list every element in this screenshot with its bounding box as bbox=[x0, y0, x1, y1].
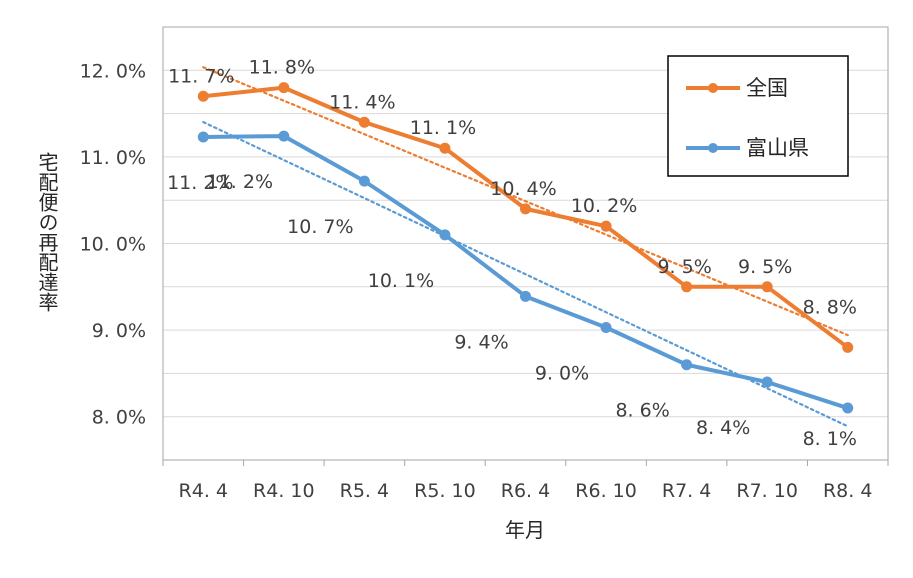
legend-label: 富山県 bbox=[746, 136, 809, 160]
x-tick-label: R8. 4 bbox=[823, 480, 872, 502]
series-lines bbox=[197, 82, 854, 414]
x-tick-label: R5. 10 bbox=[414, 480, 476, 502]
legend: 全国 富山県 bbox=[667, 55, 849, 177]
data-label: 11. 2% bbox=[207, 171, 273, 193]
data-point bbox=[520, 203, 531, 215]
data-point bbox=[600, 322, 612, 334]
data-point bbox=[761, 376, 773, 388]
data-label: 10. 2% bbox=[571, 195, 637, 217]
data-label: 11. 4% bbox=[329, 91, 395, 113]
x-tick-label: R6. 10 bbox=[575, 480, 637, 502]
data-point bbox=[197, 90, 209, 102]
data-point bbox=[278, 82, 290, 94]
data-point bbox=[278, 130, 290, 142]
y-tick-label: 11. 0% bbox=[80, 147, 146, 169]
data-label: 10. 4% bbox=[490, 178, 556, 200]
x-tick-label: R6. 4 bbox=[501, 480, 550, 502]
data-label: 10. 1% bbox=[368, 270, 434, 292]
data-label: 8. 6% bbox=[615, 400, 669, 422]
data-point bbox=[439, 142, 451, 154]
x-axis-title: 年月 bbox=[505, 518, 545, 542]
data-label: 11. 2% bbox=[167, 172, 233, 194]
data-label: 8. 4% bbox=[696, 417, 750, 439]
data-label: 9. 5% bbox=[657, 256, 711, 278]
x-tick-label: R7. 10 bbox=[736, 480, 798, 502]
data-point bbox=[681, 359, 693, 371]
x-tick-label: R4. 10 bbox=[253, 480, 315, 502]
y-tick-label: 12. 0% bbox=[80, 60, 146, 82]
data-label: 8. 1% bbox=[803, 428, 857, 450]
y-tick-label: 10. 0% bbox=[80, 234, 146, 256]
legend-box bbox=[667, 55, 849, 177]
y-tick-label: 9. 0% bbox=[92, 320, 146, 342]
data-label: 9. 5% bbox=[738, 256, 792, 278]
data-point bbox=[681, 281, 693, 293]
data-point bbox=[197, 131, 209, 143]
data-point bbox=[439, 229, 451, 241]
y-axis-title: 宅配便の再配達率 bbox=[35, 152, 59, 312]
legend-swatch-marker bbox=[708, 83, 718, 93]
x-tick-label: R4. 4 bbox=[179, 480, 228, 502]
trendline bbox=[202, 66, 849, 337]
y-tick-label: 8. 0% bbox=[92, 407, 146, 429]
data-point bbox=[358, 116, 370, 128]
x-axis-ticks: R4. 4 R4. 10 R5. 4 R5. 10 R6. 4 R6. 10 R7. 4 R7… bbox=[162, 460, 889, 502]
data-label: 11. 8% bbox=[249, 57, 315, 79]
data-point bbox=[761, 281, 773, 293]
x-tick-label: R7. 4 bbox=[662, 480, 711, 502]
data-labels: 11. 7% 11. 8% 11. 4% 11. 1% 10. 4% 10. 2% 9. 5… bbox=[167, 57, 857, 450]
data-point bbox=[842, 341, 854, 353]
data-label: 8. 8% bbox=[803, 296, 857, 318]
legend-swatch-marker bbox=[708, 143, 718, 153]
data-label: 9. 4% bbox=[454, 331, 508, 353]
data-label: 9. 0% bbox=[535, 363, 589, 385]
x-tick-label: R5. 4 bbox=[340, 480, 389, 502]
data-point bbox=[600, 220, 612, 232]
data-label: 11. 7% bbox=[168, 65, 234, 87]
data-label: 10. 7% bbox=[287, 216, 353, 238]
plot-area-border bbox=[162, 26, 889, 461]
data-point bbox=[842, 402, 854, 414]
data-point bbox=[358, 175, 370, 187]
legend-label: 全国 bbox=[746, 76, 788, 100]
y-axis-ticks: 8. 0% 9. 0% 10. 0% 11. 0% 12. 0% bbox=[80, 60, 146, 428]
data-label: 11. 1% bbox=[410, 117, 476, 139]
data-point bbox=[520, 290, 531, 302]
